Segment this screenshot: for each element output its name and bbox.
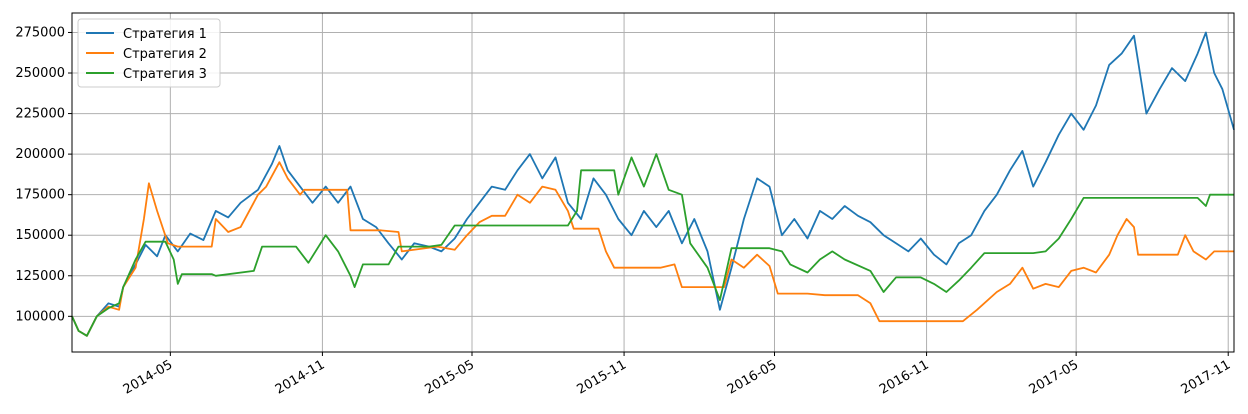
y-tick-label: 200000 <box>15 147 65 162</box>
legend-label-1: Стратегия 1 <box>123 27 207 42</box>
y-tick-label: 125000 <box>15 269 65 284</box>
y-tick-label: 150000 <box>15 228 65 243</box>
legend-box <box>77 18 221 88</box>
legend-label-3: Стратегия 3 <box>123 67 207 82</box>
y-tick-label: 100000 <box>15 309 65 324</box>
y-tick-label: 225000 <box>15 107 65 122</box>
series-line-2 <box>71 161 1234 337</box>
series-line-3 <box>71 153 1234 337</box>
legend-label-2: Стратегия 2 <box>123 47 207 62</box>
y-tick-label: 250000 <box>15 66 65 81</box>
series-line-1 <box>71 31 1235 337</box>
y-tick-label: 275000 <box>15 25 65 40</box>
series-lines <box>71 31 1235 337</box>
legend: Стратегия 1 Стратегия 2 Стратегия 3 <box>77 18 221 88</box>
y-axis: 100000 125000 150000 175000 200000 225000 2500… <box>15 25 72 324</box>
y-tick-label: 175000 <box>15 188 65 203</box>
y-gridlines <box>72 31 1234 317</box>
plot-frame <box>71 12 1235 353</box>
